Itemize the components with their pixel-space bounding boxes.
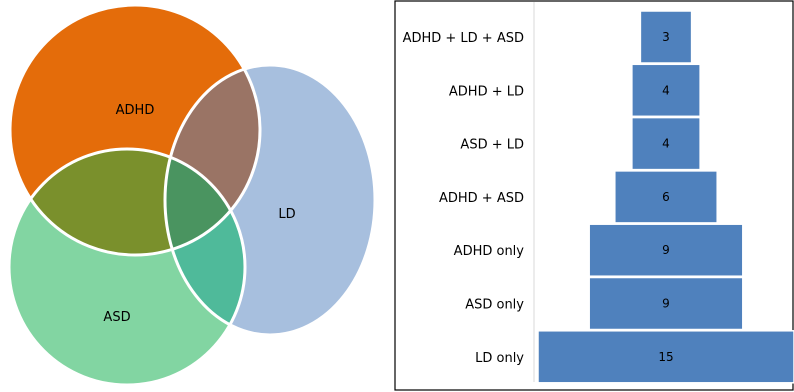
category-label: ASD + LD — [460, 138, 524, 153]
bar-value-label: 9 — [662, 297, 670, 311]
bar-value-label: 3 — [662, 30, 670, 44]
bar-value-label: 4 — [662, 83, 670, 97]
pyramid-bar-chart: 3 ADHD + LD + ASD 4 ADHD + LD 4 ASD + LD 6 ADHD… — [394, 0, 794, 391]
bar-value-label: 15 — [658, 350, 673, 364]
bar-adhd-only — [588, 223, 744, 277]
category-label: ADHD only — [454, 244, 525, 259]
asd-label: ASD — [103, 310, 130, 325]
adhd-ld-asd-overlap — [165, 149, 245, 255]
bar-adhd-asd — [614, 170, 718, 224]
bar-adhd-ld — [631, 63, 701, 118]
ld-label: LD — [278, 207, 295, 222]
bar-value-label: 4 — [662, 137, 670, 151]
bar-value-label: 6 — [662, 190, 670, 204]
venn-diagram: ADHD LD ASD — [7, 3, 377, 387]
adhd-ld-overlap — [165, 65, 260, 255]
category-label: LD only — [475, 351, 524, 366]
bar-adhd-ld-asd — [639, 10, 693, 64]
adhd-label: ADHD — [116, 103, 155, 118]
category-label: ADHD + LD + ASD — [403, 31, 524, 46]
bar-asd-ld — [631, 116, 701, 171]
bar-ld-only — [537, 330, 794, 384]
bar-asd-only — [588, 276, 744, 331]
category-label: ASD only — [465, 298, 524, 313]
category-label: ADHD + LD — [449, 84, 524, 99]
category-label: ADHD + ASD — [439, 191, 524, 206]
bar-value-label: 9 — [662, 243, 670, 257]
